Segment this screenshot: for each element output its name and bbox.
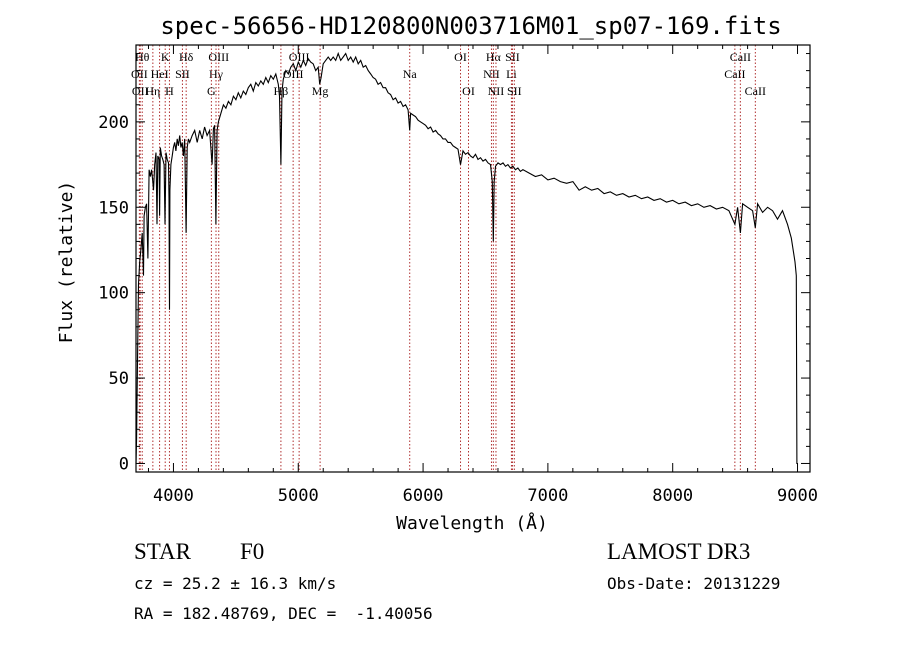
y-tick-label: 200 xyxy=(98,113,129,133)
y-tick-label: 150 xyxy=(98,198,129,218)
marker-label: Li xyxy=(506,67,517,81)
marker-label: Hη xyxy=(145,84,160,98)
marker-label: CaII xyxy=(724,67,745,81)
marker-label: SII xyxy=(507,84,522,98)
marker-label: Hδ xyxy=(179,50,194,64)
x-tick-label: 4000 xyxy=(153,486,194,506)
marker-label: SII xyxy=(175,67,190,81)
marker-label: Hα xyxy=(486,50,502,64)
spectrum-line xyxy=(135,51,798,465)
marker-label: Na xyxy=(403,67,418,81)
marker-label: K xyxy=(161,50,170,64)
x-tick-label: 5000 xyxy=(278,486,319,506)
marker-label: H xyxy=(165,84,174,98)
marker-label: OIII xyxy=(208,50,229,64)
y-tick-label: 50 xyxy=(109,369,129,389)
x-axis-label: Wavelength (Å) xyxy=(396,512,548,534)
marker-label: OIII xyxy=(289,50,310,64)
survey-name: LAMOST DR3 xyxy=(607,539,751,564)
x-axis: 4000 5000 6000 7000 8000 9000 xyxy=(147,45,818,506)
y-axis-label: Flux (relative) xyxy=(56,181,77,344)
marker-label: CaII xyxy=(745,84,766,98)
spectral-subclass: F0 xyxy=(240,539,265,564)
marker-label: SII xyxy=(505,50,520,64)
marker-label: NII xyxy=(483,67,500,81)
y-axis: 0 50 100 150 200 xyxy=(98,53,810,474)
x-tick-label: 6000 xyxy=(403,486,444,506)
x-tick-label: 8000 xyxy=(652,486,693,506)
redshift-text: cz = 25.2 ± 16.3 km/s xyxy=(134,574,337,593)
chart-title: spec-56656-HD120800N003716M01_sp07-169.f… xyxy=(160,12,781,40)
marker-label: Hβ xyxy=(274,84,289,98)
obs-date: Obs-Date: 20131229 xyxy=(607,574,781,593)
marker-label: OI xyxy=(462,84,475,98)
x-tick-label: 9000 xyxy=(777,486,818,506)
marker-label: G xyxy=(207,84,216,98)
marker-label: OIII xyxy=(283,67,304,81)
coordinates: RA = 182.48769, DEC = -1.40056 xyxy=(134,604,433,623)
marker-label: Hγ xyxy=(209,67,224,81)
marker-label: OI xyxy=(454,50,467,64)
plot-frame xyxy=(135,44,811,473)
y-tick-label: 100 xyxy=(98,284,129,304)
marker-label: Hθ xyxy=(135,50,150,64)
x-tick-label: 7000 xyxy=(527,486,568,506)
marker-label: NII xyxy=(488,84,505,98)
y-tick-label: 0 xyxy=(119,454,129,474)
marker-label: OII xyxy=(131,67,148,81)
object-type: STAR xyxy=(134,539,191,564)
marker-label: Mg xyxy=(312,84,329,98)
marker-label: HeI xyxy=(151,67,169,81)
marker-label: CaII xyxy=(730,50,751,64)
